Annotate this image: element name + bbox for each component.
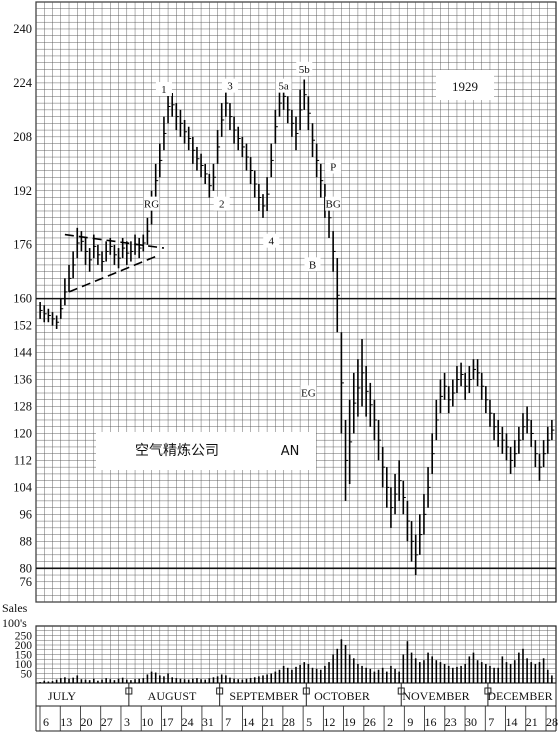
annotation-bg <box>304 257 321 272</box>
company-label-box <box>96 432 316 470</box>
price-tick-label: 88 <box>20 534 33 548</box>
month-label: OCTOBER <box>314 689 370 703</box>
price-tick-label: 120 <box>13 426 32 440</box>
annotation-label: 4 <box>268 236 274 248</box>
price-tick-label: 76 <box>20 575 33 589</box>
price-bars <box>39 79 555 576</box>
price-axis-ticks: 240 224 208 192 176 160 152 144 136 128 120 112 104 9… <box>13 22 33 589</box>
volume-bars <box>39 639 553 683</box>
week-label: 17 <box>161 715 173 729</box>
annotation-bg <box>143 196 160 211</box>
volume-tick-label: 250 <box>15 631 33 643</box>
volume-tick-label: 150 <box>15 650 33 662</box>
month-label: NOVEMBER <box>402 689 469 703</box>
annotation-label: RG <box>144 199 159 211</box>
month-label: AUGUST <box>148 689 197 703</box>
price-tick-label: 136 <box>13 373 32 387</box>
week-label: 2 <box>387 715 393 729</box>
volume-tick-label: 50 <box>21 669 33 681</box>
annotation-label: 5a <box>278 81 289 93</box>
price-tick-label: 104 <box>13 480 33 494</box>
year-label-box <box>436 70 494 100</box>
volume-tick-label: 100 <box>15 659 33 671</box>
annotation-bg <box>275 78 292 93</box>
week-label: 21 <box>526 715 538 729</box>
week-label: 14 <box>242 715 254 729</box>
week-label: 16 <box>425 715 437 729</box>
price-tick-label: 208 <box>13 130 32 144</box>
price-tick-label: 128 <box>13 399 32 413</box>
annotation-label: 5b <box>299 64 311 76</box>
week-label: 26 <box>364 715 376 729</box>
price-tick-label: 240 <box>13 22 32 36</box>
price-tick-label: 160 <box>13 292 32 306</box>
week-label: 19 <box>344 715 356 729</box>
ticker-label: AN <box>281 444 300 459</box>
annotation-label: 1 <box>161 84 167 96</box>
week-label: 12 <box>323 715 335 729</box>
company-name: 空气精炼公司 <box>135 443 219 459</box>
month-label: JULY <box>48 689 76 703</box>
annotation-bg <box>300 385 317 400</box>
week-label: 24 <box>182 715 194 729</box>
week-label: 30 <box>465 715 477 729</box>
annotations: 1 2 3 4 5a 5b RG P BG B EG <box>143 61 342 400</box>
annotation-label: EG <box>301 387 316 399</box>
price-tick-label: 152 <box>13 319 32 333</box>
week-label: 23 <box>445 715 457 729</box>
annotation-bg <box>296 61 313 76</box>
price-tick-label: 96 <box>20 507 33 521</box>
week-label: 31 <box>202 715 214 729</box>
price-grid <box>35 1 557 603</box>
week-label: 14 <box>506 715 518 729</box>
annotation-bg <box>263 233 280 248</box>
annotation-label: BG <box>326 199 341 211</box>
month-label: DECEMBER <box>487 689 552 703</box>
annotation-label: P <box>330 162 336 174</box>
volume-label-units: 100's <box>2 616 27 630</box>
volume-tick-label: 200 <box>15 640 33 652</box>
week-label: 6 <box>43 715 49 729</box>
price-tick-label: 80 <box>20 561 33 575</box>
week-label: 20 <box>80 715 92 729</box>
week-label: 7 <box>488 715 494 729</box>
week-label: 9 <box>407 715 413 729</box>
annotation-label: 2 <box>219 199 225 211</box>
price-tick-label: 112 <box>14 453 32 467</box>
price-tick-label: 176 <box>13 238 32 252</box>
week-label: 3 <box>124 715 130 729</box>
annotation-bg <box>325 196 342 211</box>
annotation-bg <box>213 196 230 211</box>
price-tick-label: 192 <box>13 184 32 198</box>
price-tick-label: 224 <box>13 76 33 90</box>
volume-label-sales: Sales <box>2 601 28 615</box>
annotation-label: 3 <box>227 81 233 93</box>
price-tick-label: 144 <box>13 346 33 360</box>
trendline <box>64 233 165 249</box>
trendline <box>68 254 161 293</box>
annotation-label: B <box>309 259 316 271</box>
week-label: 7 <box>225 715 231 729</box>
week-label: 10 <box>141 715 153 729</box>
x-axis: JULY AUGUST SEPTEMBER OCTOBER NOVEMBER DECEMB… <box>35 683 558 732</box>
week-label: 21 <box>263 715 275 729</box>
month-label: SEPTEMBER <box>229 689 298 703</box>
week-label: 28 <box>283 715 295 729</box>
trendlines <box>64 233 165 293</box>
week-label: 27 <box>101 715 113 729</box>
week-label: 28 <box>546 715 558 729</box>
week-label: 13 <box>60 715 72 729</box>
annotation-bg <box>325 159 342 174</box>
year-label: 1929 <box>452 79 478 94</box>
week-label: 5 <box>306 715 312 729</box>
annotation-bg <box>155 82 172 97</box>
annotation-bg <box>221 78 238 93</box>
